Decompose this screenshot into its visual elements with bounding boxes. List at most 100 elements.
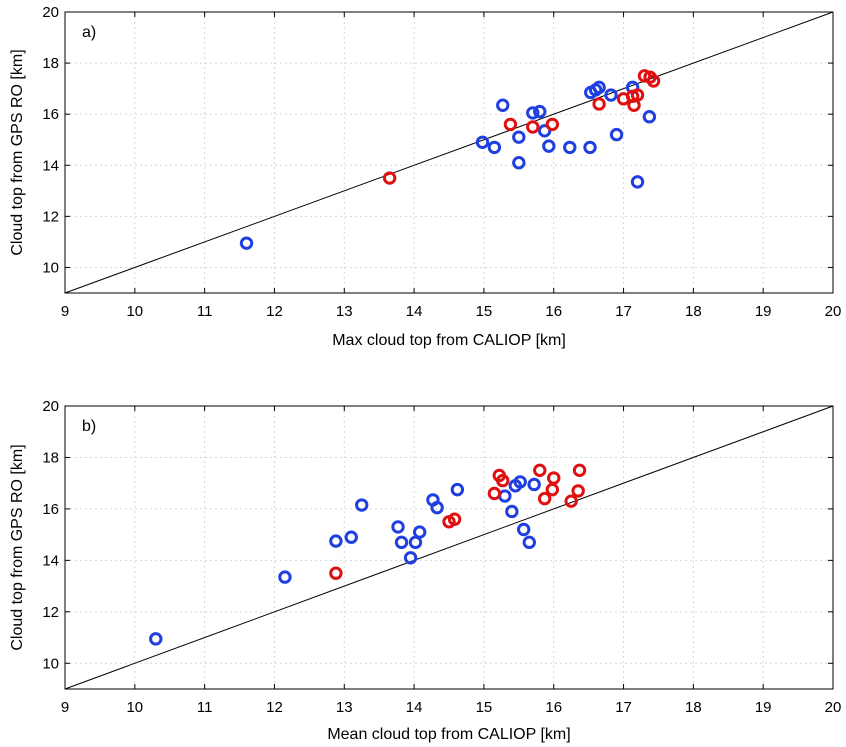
data-point	[526, 106, 540, 120]
data-point	[527, 477, 541, 492]
x-tick-label: 18	[685, 699, 702, 716]
x-tick-label: 15	[476, 699, 493, 716]
x-axis-label: Max cloud top from CALIOP [km]	[332, 332, 566, 349]
data-point	[487, 486, 502, 501]
data-point	[149, 632, 163, 646]
x-axis-label: Mean cloud top from CALIOP [km]	[327, 726, 570, 743]
x-tick-label: 17	[615, 303, 632, 320]
data-point	[355, 498, 369, 512]
y-axis-label: Cloud top from GPS RO [km]	[9, 49, 26, 255]
data-point	[646, 74, 661, 88]
data-point	[564, 494, 578, 508]
data-point	[526, 120, 540, 134]
x-tick-label: 14	[406, 699, 423, 716]
one-to-one-line	[64, 11, 834, 294]
data-point	[512, 156, 526, 170]
y-tick-label: 14	[42, 157, 59, 174]
x-tick-label: 13	[336, 699, 353, 716]
plot-frame	[64, 405, 834, 690]
panel-a: 9 10 11 12 13 14 15 16 17 18 19 20 10 12 14 16 18 20 a) Max…	[9, 4, 841, 349]
data-point	[572, 463, 587, 478]
data-point	[533, 463, 547, 478]
y-tick-label: 10	[42, 655, 59, 672]
one-to-one-line	[64, 405, 834, 690]
x-tick-label: 12	[266, 303, 283, 320]
data-point	[537, 491, 552, 506]
y-tick-label: 10	[42, 259, 59, 276]
data-point	[487, 140, 502, 155]
data-point	[496, 473, 510, 488]
data-point	[533, 104, 547, 119]
data-point	[503, 117, 518, 132]
data-point	[329, 566, 343, 580]
data-point	[547, 471, 561, 485]
x-tick-label: 17	[615, 699, 632, 716]
y-tick-label: 16	[42, 106, 59, 123]
x-tick-label: 9	[61, 699, 69, 716]
data-point	[545, 117, 560, 132]
data-point	[545, 482, 560, 497]
data-point	[512, 130, 526, 144]
data-point	[391, 520, 405, 534]
data-point	[604, 88, 618, 102]
y-tick-label: 18	[42, 55, 59, 72]
data-point	[642, 110, 657, 124]
data-point	[450, 482, 465, 497]
x-tick-label: 9	[61, 303, 69, 320]
data-point	[563, 140, 577, 155]
x-tick-label: 19	[755, 699, 772, 716]
x-tick-label: 19	[755, 303, 772, 320]
data-point	[542, 139, 556, 153]
x-tick-label: 10	[126, 303, 143, 320]
plot-frame	[64, 11, 834, 294]
data-point	[498, 489, 512, 503]
x-tick-label: 18	[685, 303, 702, 320]
x-tick-label: 12	[266, 699, 283, 716]
y-tick-label: 18	[42, 449, 59, 466]
x-tick-label: 11	[197, 303, 213, 320]
data-point	[382, 171, 397, 185]
data-point	[475, 135, 490, 149]
data-point	[496, 98, 510, 112]
x-tick-label: 16	[545, 699, 562, 716]
x-tick-label: 15	[476, 303, 493, 320]
data-point	[592, 80, 606, 95]
data-point	[239, 236, 254, 250]
y-axis-label: Cloud top from GPS RO [km]	[9, 444, 26, 650]
panel-b: 9 10 11 12 13 14 15 16 17 18 19 20 10 12 14 16 18 20 b) Mea…	[9, 398, 841, 743]
data-point	[592, 97, 606, 111]
series	[329, 463, 587, 580]
data-point	[329, 534, 343, 548]
y-tick-label: 14	[42, 552, 59, 569]
data-point	[630, 175, 645, 189]
x-tick-label: 20	[825, 699, 842, 716]
data-point	[513, 475, 527, 489]
x-tick-label: 14	[406, 303, 423, 320]
y-tick-label: 20	[42, 4, 59, 21]
data-point	[505, 504, 519, 519]
data-point	[630, 88, 645, 102]
data-point	[583, 140, 597, 155]
data-point	[522, 535, 536, 550]
series	[149, 475, 541, 646]
x-tick-label: 11	[197, 699, 213, 716]
y-tick-label: 12	[42, 208, 59, 225]
x-tick-label: 13	[336, 303, 353, 320]
series	[382, 69, 661, 185]
x-tick-label: 10	[126, 699, 143, 716]
data-point	[412, 525, 427, 539]
y-tick-label: 12	[42, 604, 59, 621]
x-tick-label: 20	[825, 303, 842, 320]
data-point	[394, 535, 409, 550]
series	[239, 80, 657, 250]
panel-label: b)	[82, 418, 96, 435]
y-tick-label: 20	[42, 398, 59, 415]
data-point	[403, 551, 418, 565]
data-point	[537, 124, 552, 138]
data-point	[430, 500, 444, 515]
data-point	[344, 530, 358, 544]
data-point	[517, 522, 531, 537]
panel-label: a)	[82, 24, 96, 41]
data-point	[571, 484, 585, 498]
